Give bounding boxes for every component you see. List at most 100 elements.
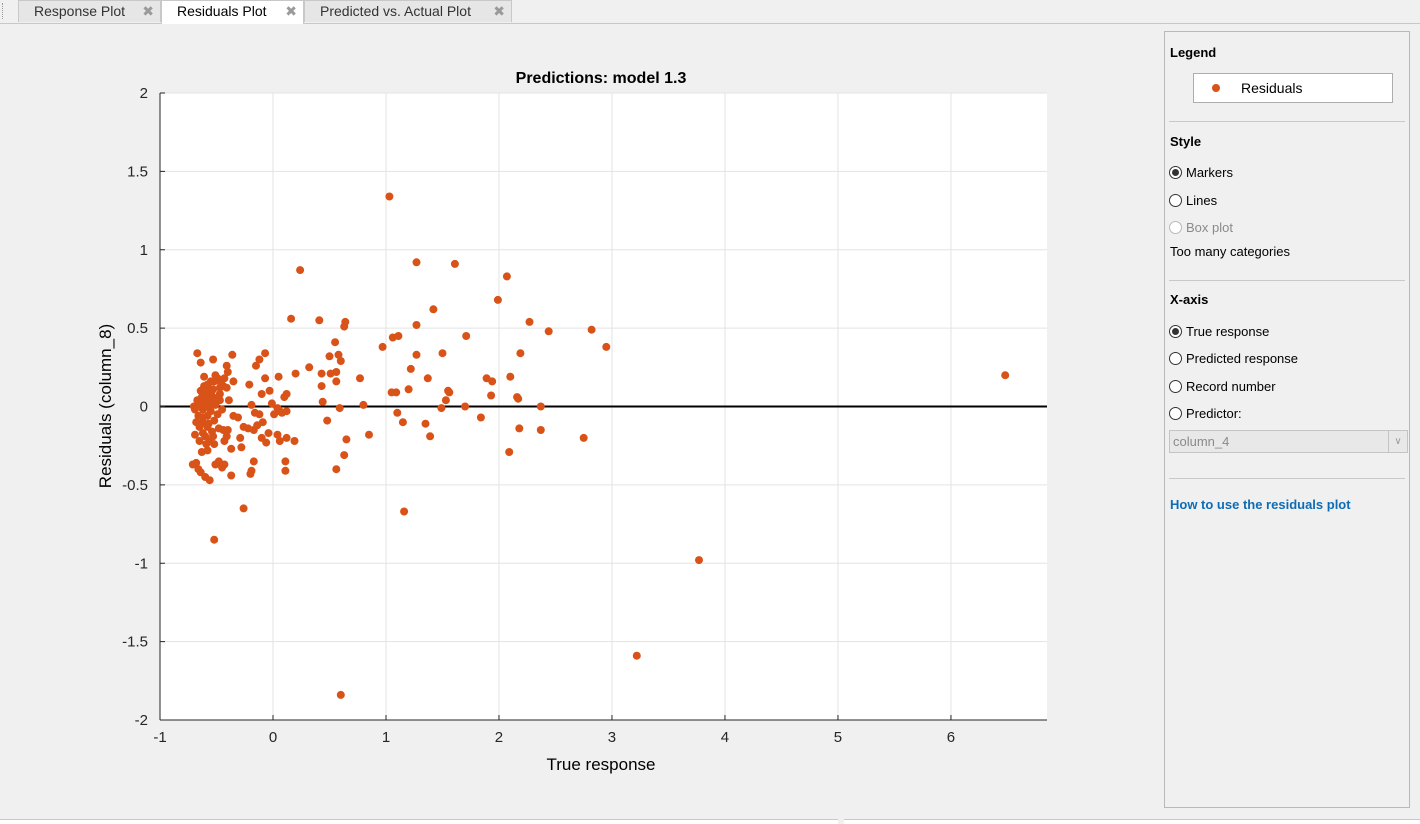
residual-point bbox=[265, 386, 274, 395]
residual-point bbox=[340, 322, 349, 331]
residual-point bbox=[210, 535, 219, 544]
residual-point bbox=[262, 438, 271, 447]
residual-point bbox=[188, 460, 197, 469]
style-option-lines[interactable]: Lines bbox=[1169, 192, 1217, 210]
xaxis-option-predictor[interactable]: Predictor: bbox=[1169, 405, 1242, 423]
radio-icon[interactable] bbox=[1169, 352, 1182, 366]
radio-label: Predictor: bbox=[1186, 406, 1242, 421]
residual-point bbox=[318, 397, 327, 406]
residuals-scatter-chart[interactable]: -1 0 1 2 3 4 5 6 -2 -1.5 -1 -0.5 0 0.5 1 1.5 2 Predictio… bbox=[0, 24, 1160, 820]
residual-point bbox=[334, 350, 343, 359]
xaxis-option-true-response[interactable]: True response bbox=[1169, 323, 1269, 341]
residual-point bbox=[210, 440, 219, 449]
residual-point bbox=[406, 364, 415, 373]
residual-point bbox=[224, 396, 233, 405]
legend-section-title: Legend bbox=[1170, 45, 1217, 60]
chart-title: Predictions: model 1.3 bbox=[516, 70, 687, 87]
y-tick-label: -1.5 bbox=[122, 634, 148, 651]
tab-response-plot[interactable]: Response Plot ✖ bbox=[18, 0, 161, 22]
tab-label: Predicted vs. Actual Plot bbox=[320, 3, 471, 19]
residual-point bbox=[192, 418, 201, 427]
radio-checked-icon[interactable] bbox=[1169, 325, 1182, 339]
y-tick-label: 2 bbox=[140, 85, 148, 102]
residual-point bbox=[287, 314, 296, 323]
help-link-residuals-plot[interactable]: How to use the residuals plot bbox=[1170, 497, 1351, 512]
residual-point bbox=[229, 411, 238, 420]
tab-bar: Response Plot ✖ Residuals Plot ✖ Predict… bbox=[0, 0, 1420, 24]
residual-point bbox=[516, 349, 525, 358]
residual-point bbox=[196, 468, 205, 477]
residual-point bbox=[209, 385, 218, 394]
tab-residuals-plot[interactable]: Residuals Plot ✖ bbox=[161, 0, 304, 24]
residual-point bbox=[218, 463, 227, 472]
radio-label: Record number bbox=[1186, 379, 1276, 394]
bottom-scroll-strip bbox=[844, 819, 1420, 824]
residual-point bbox=[255, 410, 264, 419]
xaxis-option-record-number[interactable]: Record number bbox=[1169, 378, 1276, 396]
residual-point bbox=[202, 396, 211, 405]
residual-point bbox=[536, 402, 545, 411]
x-tick-label: 1 bbox=[382, 729, 390, 746]
y-tick-label: -0.5 bbox=[122, 477, 148, 494]
chevron-down-icon[interactable]: ∨ bbox=[1388, 431, 1407, 452]
residual-point bbox=[239, 422, 248, 431]
radio-checked-icon[interactable] bbox=[1169, 166, 1182, 180]
residual-point bbox=[273, 404, 282, 413]
residual-point bbox=[291, 369, 300, 378]
tab-predicted-vs-actual[interactable]: Predicted vs. Actual Plot ✖ bbox=[304, 0, 512, 22]
residual-point bbox=[197, 448, 206, 456]
residual-point bbox=[296, 266, 305, 275]
close-icon[interactable]: ✖ bbox=[285, 3, 297, 19]
residual-point bbox=[412, 350, 421, 359]
xaxis-option-predicted-response[interactable]: Predicted response bbox=[1169, 350, 1298, 368]
residual-point bbox=[332, 368, 341, 376]
predictor-dropdown[interactable]: column_4 ∨ bbox=[1169, 430, 1408, 453]
residual-point bbox=[378, 342, 387, 351]
residual-point bbox=[198, 413, 207, 422]
residual-point bbox=[275, 437, 284, 445]
radio-icon[interactable] bbox=[1169, 380, 1182, 394]
residual-point bbox=[227, 444, 236, 453]
x-tick-label: 2 bbox=[495, 729, 503, 746]
y-tick-label: -1 bbox=[135, 555, 148, 572]
radio-icon[interactable] bbox=[1169, 407, 1182, 421]
residual-point bbox=[267, 399, 276, 408]
close-icon[interactable]: ✖ bbox=[493, 3, 505, 19]
residual-point bbox=[323, 416, 332, 425]
residual-point bbox=[281, 466, 290, 475]
divider bbox=[1169, 121, 1405, 122]
residual-point bbox=[514, 394, 523, 403]
residual-point bbox=[412, 258, 421, 267]
residual-point bbox=[1001, 371, 1010, 380]
style-option-markers[interactable]: Markers bbox=[1169, 164, 1233, 182]
residual-point bbox=[245, 380, 254, 389]
plot-panel: -1 0 1 2 3 4 5 6 -2 -1.5 -1 -0.5 0 0.5 1 1.5 2 Predictio… bbox=[0, 24, 1160, 820]
residuals-options-panel: Legend Residuals Style Markers Lines Box… bbox=[1164, 31, 1410, 808]
predictor-selected-value: column_4 bbox=[1173, 434, 1230, 449]
x-tick-label: 0 bbox=[269, 729, 277, 746]
tab-strip-grip bbox=[2, 3, 7, 19]
radio-label: Lines bbox=[1186, 193, 1218, 208]
residual-point bbox=[246, 469, 255, 478]
residual-point bbox=[247, 400, 256, 409]
residual-point bbox=[211, 460, 220, 469]
residual-point bbox=[385, 192, 394, 201]
residual-point bbox=[198, 429, 207, 438]
close-icon[interactable]: ✖ bbox=[142, 3, 154, 19]
residual-point bbox=[359, 400, 368, 409]
xaxis-section-title: X-axis bbox=[1170, 292, 1209, 307]
residual-point bbox=[255, 355, 264, 364]
residual-point bbox=[220, 374, 229, 383]
residual-point bbox=[493, 295, 502, 304]
residual-point bbox=[229, 377, 238, 386]
style-section-title: Style bbox=[1170, 134, 1202, 149]
residual-point bbox=[450, 259, 459, 268]
residual-point bbox=[392, 388, 401, 397]
x-tick-label: 3 bbox=[608, 729, 616, 746]
residual-point bbox=[222, 383, 231, 392]
radio-icon[interactable] bbox=[1169, 194, 1182, 208]
residual-point bbox=[196, 386, 205, 395]
residual-point bbox=[429, 305, 438, 314]
residual-point bbox=[393, 408, 402, 417]
residual-point bbox=[317, 369, 326, 378]
